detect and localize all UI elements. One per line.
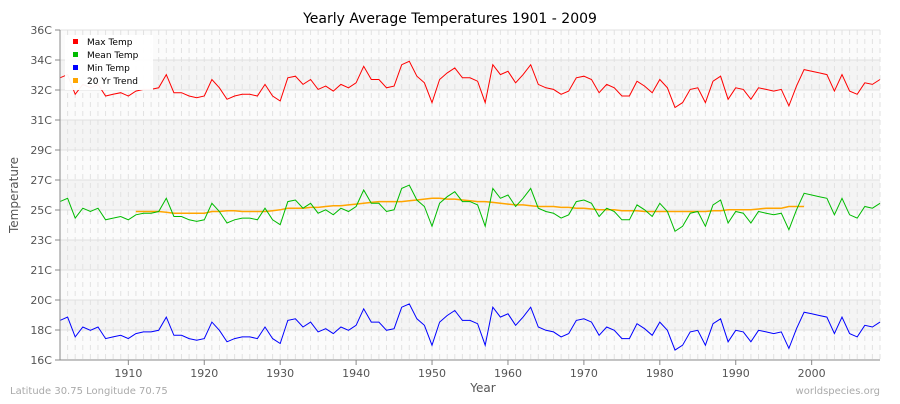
- y-tick-labels: 16C 18C 20C 21C 23C 25C 27C 29C 31C 32C 34C 36C: [30, 24, 60, 367]
- legend-box: [65, 35, 153, 90]
- y-tick-label: 27C: [30, 174, 52, 187]
- legend-swatch-20-yr-trend: [73, 78, 78, 83]
- y-tick-label: 36C: [30, 24, 52, 37]
- y-tick-label: 25C: [30, 204, 52, 217]
- legend-swatch-min-temp: [73, 65, 78, 70]
- y-tick-label: 31C: [30, 114, 52, 127]
- y-tick-label: 29C: [30, 144, 52, 157]
- location-label: Latitude 30.75 Longitude 70.75: [10, 386, 168, 397]
- x-tick-label: 1950: [418, 367, 446, 380]
- y-tick-label: 20C: [30, 294, 52, 307]
- plot-band: [60, 120, 880, 150]
- series-line-max-temp: [59, 60, 881, 109]
- legend: Max Temp Mean Temp Min Temp 20 Yr Trend: [65, 35, 153, 90]
- y-tick-label: 18C: [30, 324, 52, 337]
- x-tick-label: 1910: [114, 367, 142, 380]
- x-tick-label: 1990: [722, 367, 750, 380]
- x-tick-label: 1980: [646, 367, 674, 380]
- chart-title: Yearly Average Temperatures 1901 - 2009: [302, 11, 597, 27]
- x-axis-label: Year: [469, 381, 495, 395]
- x-tick-label: 1970: [570, 367, 598, 380]
- x-tick-label: 1930: [266, 367, 294, 380]
- y-axis-label: Temperature: [7, 157, 21, 234]
- horizontal-grid: [60, 29, 880, 361]
- plot-band: [60, 300, 880, 330]
- series-line-mean-temp: [59, 184, 881, 233]
- series-line-20-yr-trend: [135, 197, 805, 214]
- plot-band: [60, 210, 880, 240]
- legend-swatch-max-temp: [73, 39, 78, 44]
- x-tick-label: 1940: [342, 367, 370, 380]
- x-tick-label: 1920: [190, 367, 218, 380]
- x-tick-labels: 1910 1920 1930 1940 1950 1960 1970 1980 1990 2000: [114, 360, 826, 380]
- x-tick-label: 1960: [494, 367, 522, 380]
- legend-swatch-mean-temp: [73, 52, 78, 57]
- legend-label-20-yr-trend: 20 Yr Trend: [87, 77, 138, 87]
- x-tick-label: 2000: [798, 367, 826, 380]
- axes: [59, 30, 880, 361]
- legend-label-min-temp: Min Temp: [87, 64, 130, 74]
- y-tick-label: 23C: [30, 234, 52, 247]
- y-tick-label: 16C: [30, 354, 52, 367]
- legend-label-max-temp: Max Temp: [87, 38, 133, 48]
- legend-label-mean-temp: Mean Temp: [87, 51, 139, 61]
- y-tick-label: 32C: [30, 84, 52, 97]
- series-line-min-temp: [59, 303, 881, 351]
- series-lines: [59, 60, 881, 351]
- y-tick-label: 21C: [30, 264, 52, 277]
- y-tick-label: 34C: [30, 54, 52, 67]
- source-label: worldspecies.org: [796, 386, 880, 397]
